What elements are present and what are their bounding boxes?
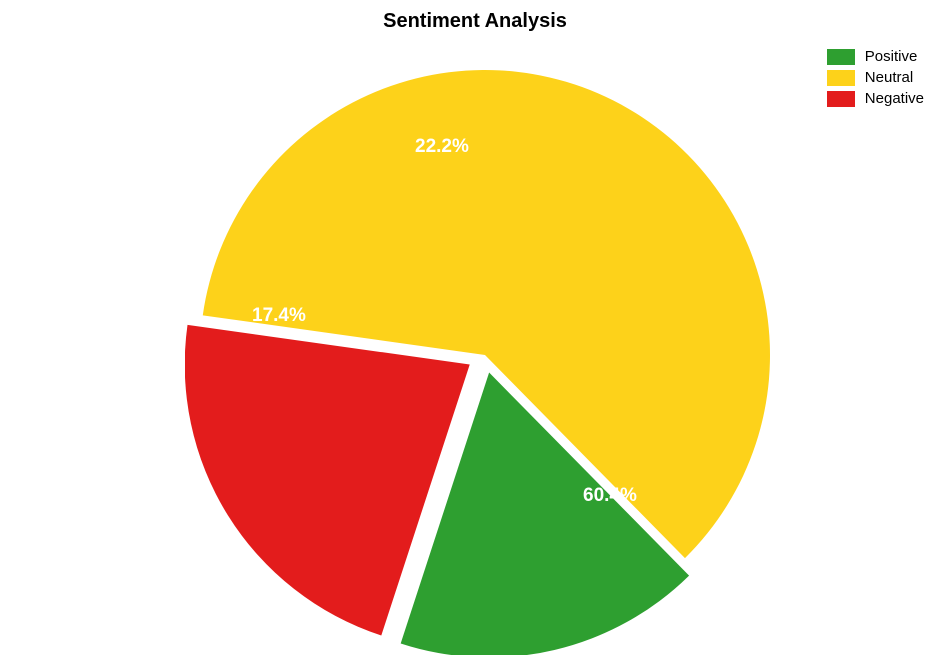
slice-label-positive: 17.4%: [252, 305, 306, 327]
slice-label-neutral: 60.4%: [583, 485, 637, 507]
slice-label-negative: 22.2%: [415, 136, 469, 158]
pie-svg: [185, 55, 785, 655]
legend-item-positive: Positive: [827, 48, 924, 65]
legend-swatch-neutral: [827, 70, 855, 86]
legend: Positive Neutral Negative: [827, 48, 924, 111]
legend-item-negative: Negative: [827, 90, 924, 107]
chart-title: Sentiment Analysis: [383, 10, 567, 33]
legend-swatch-positive: [827, 49, 855, 65]
legend-item-neutral: Neutral: [827, 69, 924, 86]
legend-label-neutral: Neutral: [865, 69, 913, 86]
legend-label-negative: Negative: [865, 90, 924, 107]
legend-label-positive: Positive: [865, 48, 918, 65]
sentiment-pie-chart: Sentiment Analysis 60.4% 17.4% 22.2% Posit…: [0, 0, 950, 662]
legend-swatch-negative: [827, 91, 855, 107]
